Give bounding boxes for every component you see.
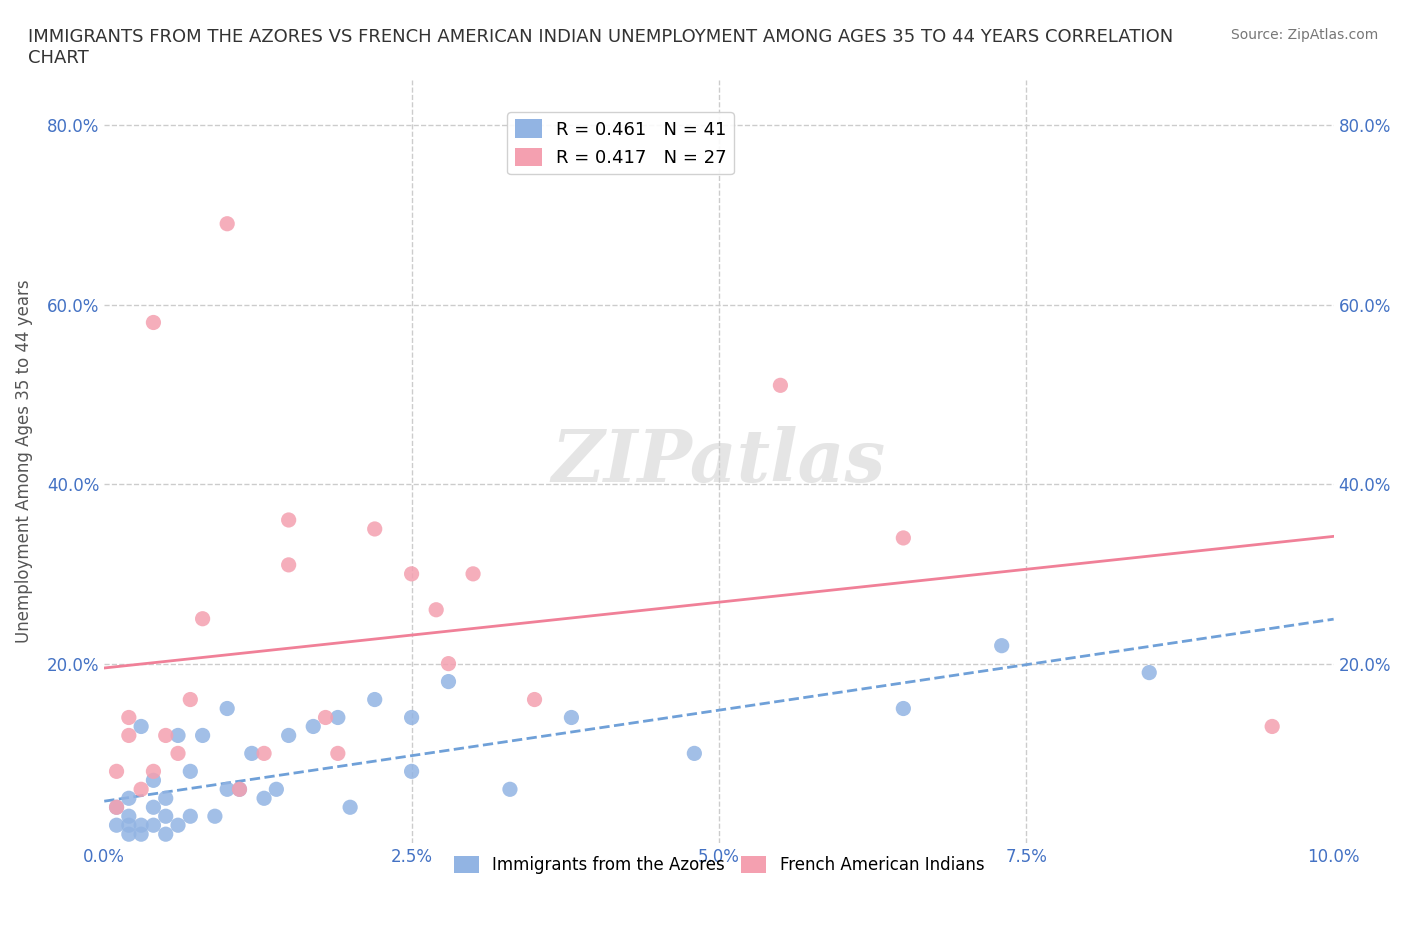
Point (277, 728, 299, 743)
Point (129, 817, 152, 832)
Point (217, 217, 239, 232)
Point (179, 692, 201, 707)
Y-axis label: Unemployment Among Ages 35 to 44 years: Unemployment Among Ages 35 to 44 years (15, 280, 32, 644)
Point (118, 728, 141, 743)
Point (105, 800, 128, 815)
Point (302, 719, 325, 734)
Point (191, 728, 214, 743)
Point (425, 603, 447, 618)
Point (142, 773, 165, 788)
Point (155, 728, 177, 743)
Point (155, 827, 177, 842)
Point (253, 790, 276, 805)
Point (339, 800, 361, 815)
Point (167, 728, 190, 743)
Point (364, 692, 387, 707)
Point (118, 827, 141, 842)
Point (401, 764, 423, 778)
Point (179, 809, 201, 824)
Point (217, 782, 239, 797)
Point (1137, 665, 1160, 680)
Point (129, 719, 152, 734)
Point (401, 566, 423, 581)
Point (326, 710, 349, 724)
Point (523, 692, 546, 707)
Point (326, 746, 349, 761)
Point (401, 710, 423, 724)
Point (118, 710, 141, 724)
Point (142, 800, 165, 815)
Point (105, 800, 128, 815)
Point (228, 782, 250, 797)
Point (142, 315, 165, 330)
Point (118, 809, 141, 824)
Point (437, 674, 460, 689)
Text: Source: ZipAtlas.com: Source: ZipAtlas.com (1230, 28, 1378, 42)
Point (364, 522, 387, 537)
Point (217, 701, 239, 716)
Point (891, 530, 914, 545)
Point (179, 764, 201, 778)
Point (1261, 719, 1284, 734)
Point (105, 817, 128, 832)
Point (191, 611, 214, 626)
Point (277, 557, 299, 572)
Point (499, 782, 522, 797)
Text: ZIPatlas: ZIPatlas (553, 426, 886, 498)
Point (167, 817, 190, 832)
Text: IMMIGRANTS FROM THE AZORES VS FRENCH AMERICAN INDIAN UNEMPLOYMENT AMONG AGES 35 : IMMIGRANTS FROM THE AZORES VS FRENCH AME… (28, 28, 1174, 67)
Point (204, 809, 226, 824)
Point (437, 657, 460, 671)
Point (228, 782, 250, 797)
Point (167, 746, 190, 761)
Point (118, 817, 141, 832)
Point (155, 809, 177, 824)
Point (315, 710, 337, 724)
Point (129, 827, 152, 842)
Point (118, 790, 141, 805)
Point (461, 566, 484, 581)
Point (142, 764, 165, 778)
Point (129, 782, 152, 797)
Point (105, 764, 128, 778)
Point (683, 746, 706, 761)
Point (560, 710, 582, 724)
Point (769, 378, 792, 392)
Point (891, 701, 914, 716)
Point (266, 782, 288, 797)
Point (142, 817, 165, 832)
Point (240, 746, 263, 761)
Legend: Immigrants from the Azores, French American Indians: Immigrants from the Azores, French Ameri… (447, 849, 991, 881)
Point (155, 790, 177, 805)
Point (253, 746, 276, 761)
Point (990, 638, 1012, 653)
Point (277, 512, 299, 527)
